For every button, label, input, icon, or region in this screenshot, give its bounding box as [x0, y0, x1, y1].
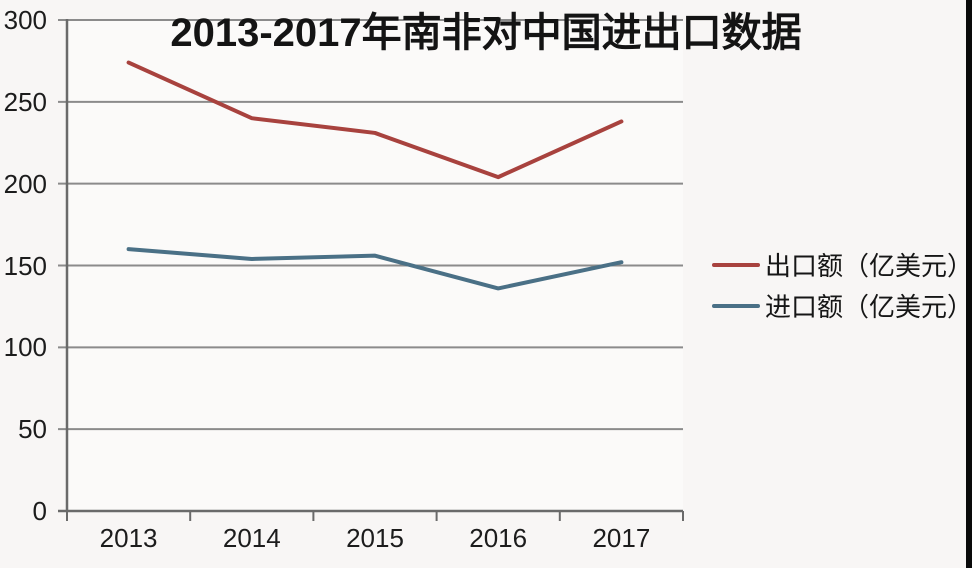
x-tick-label: 2016: [469, 523, 528, 553]
y-tick-label: 50: [18, 414, 47, 445]
legend-entry-exports: 出口额（亿美元）: [712, 244, 972, 285]
y-tick-label: 250: [3, 86, 47, 117]
y-tick-label: 0: [32, 496, 47, 526]
x-tick-label: 2014: [222, 523, 281, 553]
y-tick-label: 100: [3, 332, 47, 363]
x-tick-label: 2017: [592, 523, 651, 553]
series-line-0: [126, 60, 624, 180]
legend-entry-imports: 进口额（亿美元）: [712, 285, 972, 326]
series-line-1: [126, 247, 624, 291]
imports-line-swatch: [712, 303, 760, 308]
legend-label-imports: 进口额（亿美元）: [765, 292, 972, 322]
y-tick-label: 150: [3, 250, 47, 281]
legend-label-exports: 出口额（亿美元）: [765, 251, 972, 281]
legend: 出口额（亿美元） 进口额（亿美元）: [712, 244, 972, 326]
y-tick-label: 200: [3, 168, 47, 199]
x-tick-label: 2015: [346, 523, 404, 553]
y-tick-label: 300: [3, 5, 47, 35]
exports-line-swatch: [712, 262, 760, 267]
screen-edge-bar: [966, 0, 972, 568]
x-tick-label: 2013: [99, 523, 158, 553]
